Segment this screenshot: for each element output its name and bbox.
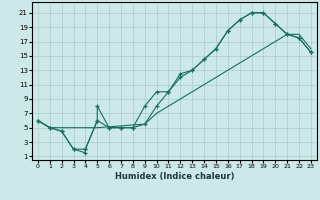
X-axis label: Humidex (Indice chaleur): Humidex (Indice chaleur) bbox=[115, 172, 234, 181]
